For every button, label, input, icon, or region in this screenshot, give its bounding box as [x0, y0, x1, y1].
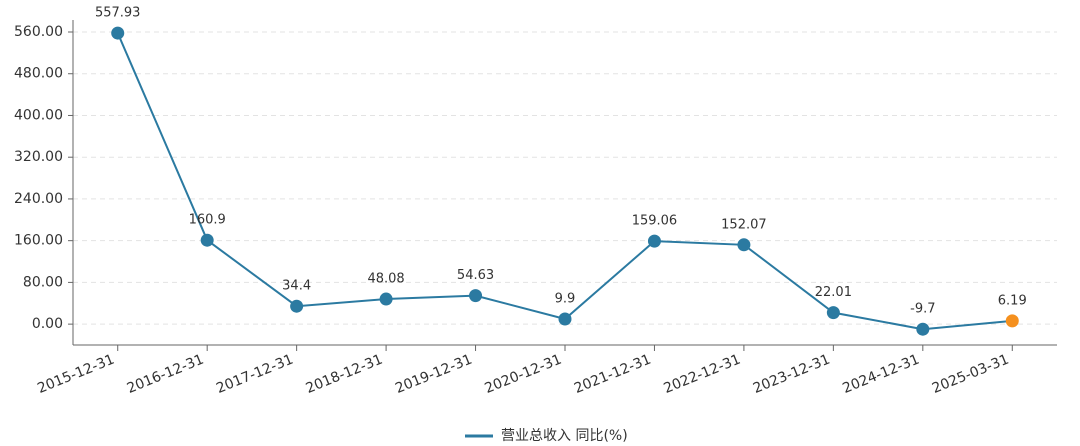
data-point: [469, 289, 483, 303]
data-point: [826, 306, 840, 320]
y-tick-label: 480.00: [14, 66, 63, 82]
y-tick-label: 400.00: [14, 107, 63, 123]
data-label: 159.06: [632, 214, 678, 229]
y-tick-label: 80.00: [23, 274, 63, 290]
y-tick-label: 560.00: [14, 24, 63, 40]
data-point: [558, 312, 572, 326]
data-point: [647, 234, 661, 248]
data-point: [1005, 314, 1019, 328]
data-point: [379, 292, 393, 306]
data-label: 160.9: [189, 213, 226, 228]
x-tick-label: 2021-12-31: [572, 352, 653, 397]
x-tick-label: 2023-12-31: [751, 352, 832, 397]
data-label: 54.63: [457, 268, 494, 283]
x-tick-label: 2020-12-31: [483, 352, 564, 397]
y-tick-label: 240.00: [14, 191, 63, 207]
x-tick-label: 2017-12-31: [214, 352, 295, 397]
data-label: 48.08: [367, 272, 404, 287]
x-tick-label: 2019-12-31: [393, 352, 474, 397]
y-tick-label: 320.00: [14, 149, 63, 165]
data-label: 34.4: [282, 279, 311, 294]
data-point: [737, 238, 751, 252]
legend-label: 营业总收入 同比(%): [501, 428, 628, 444]
x-tick-label: 2016-12-31: [125, 352, 206, 397]
data-label: 152.07: [721, 217, 767, 232]
data-label: 557.93: [95, 6, 141, 21]
data-point: [290, 299, 304, 313]
x-tick-label: 2024-12-31: [840, 352, 921, 397]
x-tick-label: 2018-12-31: [304, 352, 385, 397]
data-label: 22.01: [815, 285, 852, 300]
data-label: 9.9: [555, 291, 576, 306]
data-point: [916, 322, 930, 336]
x-tick-label: 2025-03-31: [930, 352, 1011, 397]
data-point: [200, 233, 214, 247]
data-label: 6.19: [998, 293, 1027, 308]
data-point: [111, 26, 125, 40]
x-tick-label: 2022-12-31: [661, 352, 742, 397]
y-tick-label: 160.00: [14, 233, 63, 249]
series-line: [116, 32, 1013, 331]
x-tick-label: 2015-12-31: [35, 352, 116, 397]
y-tick-label: 0.00: [32, 316, 63, 332]
data-label: -9.7: [910, 302, 935, 317]
